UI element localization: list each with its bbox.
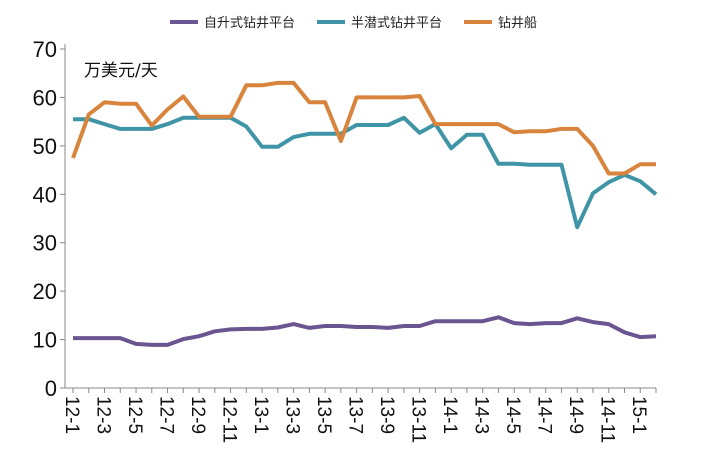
legend-swatch — [169, 19, 198, 24]
y-tick-label: 70 — [33, 37, 57, 62]
x-tick-label: 13-5 — [313, 396, 334, 434]
legend-swatch — [464, 19, 492, 24]
unit-label: 万美元/天 — [84, 61, 158, 81]
series-line — [73, 115, 658, 230]
x-tick-label: 13-7 — [345, 396, 366, 434]
y-tick-label: 40 — [33, 182, 57, 207]
x-tick-label: 14-1 — [439, 396, 460, 434]
x-tick-label: 12-1 — [61, 396, 82, 434]
x-tick-label: 15-1 — [628, 396, 649, 434]
series-line — [73, 315, 657, 347]
y-tick-label: 0 — [45, 376, 57, 401]
legend-label: 自升式钻井平台 — [203, 16, 295, 31]
legend-item-drillship: 钻井船 — [464, 12, 537, 31]
x-tick-label: 13-3 — [282, 396, 303, 434]
x-tick-label: 12-5 — [124, 396, 145, 434]
x-tick-label: 12-3 — [93, 396, 114, 434]
y-tick-label: 20 — [33, 279, 57, 304]
x-tick-label: 13-9 — [376, 396, 397, 434]
x-tick-label: 12-7 — [156, 396, 177, 434]
legend-label: 钻井船 — [498, 16, 538, 31]
legend-label: 半潜式钻井平台 — [350, 16, 442, 31]
legend-item-jackup: 自升式钻井平台 — [169, 12, 295, 31]
legend-item-semisub: 半潜式钻井平台 — [316, 12, 442, 31]
x-tick-label: 14-5 — [502, 396, 523, 434]
x-tick-label: 13-11 — [408, 396, 429, 443]
y-tick-label: 50 — [33, 134, 57, 159]
x-tick-label: 12-9 — [187, 396, 208, 434]
y-tick-label: 60 — [33, 85, 57, 110]
x-tick-label: 14-9 — [565, 396, 586, 434]
legend-swatch — [316, 19, 345, 24]
legend: 自升式钻井平台 半潜式钻井平台 钻井船 — [0, 12, 707, 31]
x-tick-label: 13-1 — [250, 396, 271, 434]
y-tick-label: 30 — [33, 231, 57, 256]
series-line — [71, 80, 656, 176]
x-tick-label: 14-7 — [534, 396, 555, 434]
x-tick-label: 14-3 — [471, 396, 492, 434]
x-tick-label: 12-11 — [219, 396, 240, 443]
x-tick-label: 14-11 — [597, 396, 618, 443]
y-tick-label: 10 — [33, 328, 57, 353]
